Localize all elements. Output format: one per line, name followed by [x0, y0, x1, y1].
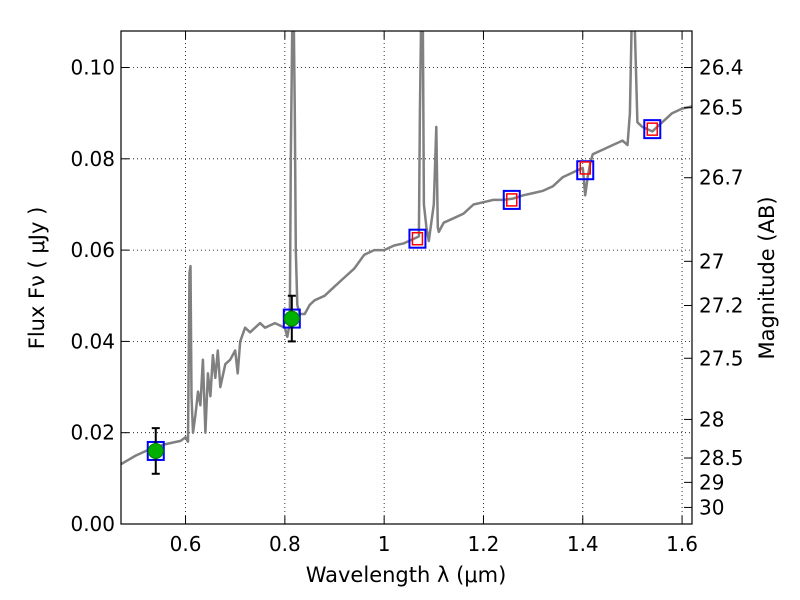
x-tick-label: 0.8 [269, 532, 301, 556]
mag-tick-label: 27.2 [699, 294, 744, 318]
mag-tick-label: 29 [699, 470, 724, 494]
grid [121, 31, 692, 525]
spectrum-line [121, 31, 692, 466]
axis-ticks: 0.6 0.8 1 1.2 1.4 1.6 0.00 0.02 0.04 0.06 0.08 0.10… [70, 31, 744, 556]
x-tick-label: 1.4 [567, 532, 599, 556]
model-square-marker [502, 189, 521, 210]
x-tick-label: 1 [378, 532, 391, 556]
model-inner-square-marker [579, 161, 591, 175]
model-inner-square-marker [411, 231, 424, 246]
model-inner-square-marker [506, 193, 518, 207]
y-tick-label: 0.04 [70, 329, 115, 353]
mag-tick-label: 26.5 [699, 96, 744, 120]
plot-data [121, 31, 692, 466]
mag-tick-label: 28 [699, 407, 724, 431]
y-tick-label: 0.10 [70, 56, 115, 80]
y2-axis-title: Magnitude (AB) [755, 196, 779, 359]
y-tick-label: 0.02 [70, 421, 115, 445]
y-tick-label: 0.00 [70, 512, 115, 536]
plot-frame [120, 30, 693, 525]
model-square-marker [408, 228, 427, 249]
model-inner-square-marker [646, 122, 659, 136]
mag-tick-label: 28.5 [699, 446, 744, 470]
mag-tick-label: 27 [699, 249, 724, 273]
x-tick-label: 1.2 [468, 532, 500, 556]
x-tick-label: 0.6 [170, 532, 202, 556]
mag-tick-label: 30 [699, 495, 724, 519]
y-axis-title: Flux Fν ( μJy ) [25, 207, 49, 350]
mag-tick-label: 27.5 [699, 346, 744, 370]
x-tick-label: 1.6 [666, 532, 698, 556]
mag-tick-label: 26.7 [699, 166, 744, 190]
photometry-point [283, 310, 300, 327]
y-tick-label: 0.06 [70, 238, 115, 262]
x-axis-title: Wavelength λ (μm) [306, 563, 507, 587]
photometry-point [147, 442, 164, 459]
model-square-marker [643, 119, 662, 140]
plot-markers [146, 119, 662, 475]
mag-tick-label: 26.4 [699, 56, 744, 80]
y-tick-label: 0.08 [70, 147, 115, 171]
